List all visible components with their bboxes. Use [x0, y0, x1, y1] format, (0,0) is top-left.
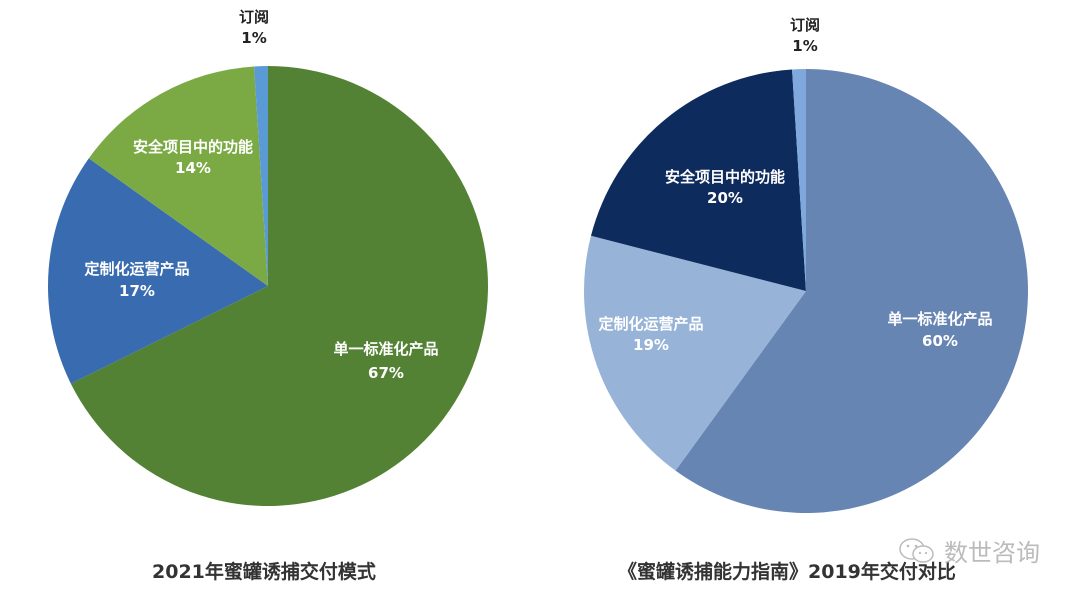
label-custom-ops-name: 定制化运营产品 — [598, 315, 703, 333]
pie-slice — [792, 69, 806, 291]
pie-chart-2019: 订阅 1% 安全项目中的功能 20% 定制化运营产品 19% 单一标准化产品 6… — [540, 0, 1080, 540]
pie-slice — [70, 66, 488, 506]
pie-slice — [590, 69, 806, 291]
chart-title-2019: 《蜜罐诱捕能力指南》2019年交付对比 — [618, 561, 956, 583]
label-subscription-name: 订阅 — [790, 16, 820, 34]
pie-slice — [88, 66, 268, 286]
pie-chart-2021: 订阅 1% 安全项目中的功能 14% 定制化运营产品 17% 单一标准化产品 6… — [0, 0, 540, 540]
pie-2021-svg: 订阅 1% 安全项目中的功能 14% 定制化运营产品 17% 单一标准化产品 6… — [48, 8, 488, 506]
watermark: 数世咨询 — [898, 533, 1040, 568]
label-custom-ops-pct: 17% — [119, 282, 155, 300]
pie-slice — [48, 158, 269, 384]
label-security-project-name: 安全项目中的功能 — [665, 168, 785, 186]
label-standard-product-pct: 67% — [368, 364, 404, 382]
label-custom-ops-name: 定制化运营产品 — [84, 260, 189, 278]
label-subscription-pct: 1% — [792, 37, 817, 55]
label-custom-ops-pct: 19% — [633, 336, 669, 354]
label-standard-product-pct: 60% — [922, 332, 958, 350]
pie-2019-svg: 订阅 1% 安全项目中的功能 20% 定制化运营产品 19% 单一标准化产品 6… — [584, 16, 1028, 513]
watermark-text: 数世咨询 — [944, 539, 1040, 567]
label-standard-product-name: 单一标准化产品 — [333, 340, 438, 358]
pie-slice — [675, 69, 1028, 513]
chart-title-2021: 2021年蜜罐诱捕交付模式 — [152, 561, 376, 583]
pie-slice — [584, 235, 806, 471]
wechat-icon — [899, 537, 934, 563]
label-subscription-pct: 1% — [241, 29, 266, 47]
pie-slice — [254, 66, 268, 286]
label-standard-product-name: 单一标准化产品 — [887, 310, 992, 328]
label-security-project-pct: 20% — [707, 189, 743, 207]
label-security-project-name: 安全项目中的功能 — [133, 138, 253, 156]
label-security-project-pct: 14% — [175, 159, 211, 177]
pie-slices-2019 — [584, 69, 1028, 513]
label-subscription-name: 订阅 — [239, 8, 269, 26]
pie-slices-2021 — [48, 66, 488, 506]
